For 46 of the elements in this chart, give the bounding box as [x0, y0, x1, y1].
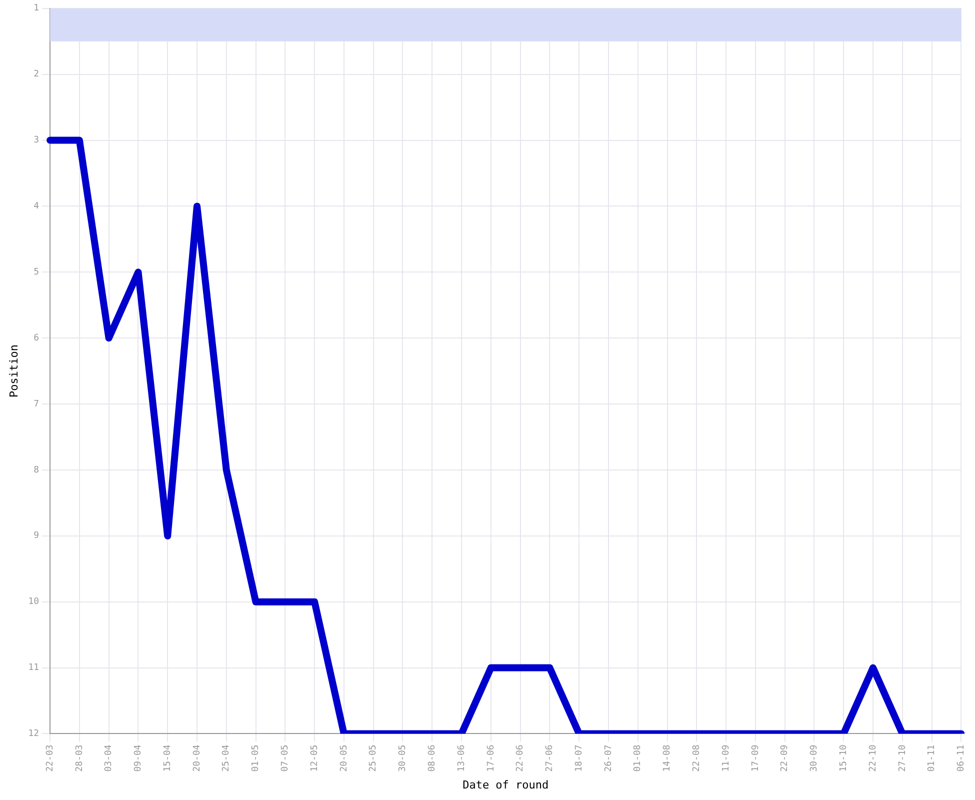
y-tick-label: 6: [34, 333, 40, 344]
y-tick-label: 5: [34, 267, 40, 278]
x-tick-label: 30-09: [810, 744, 820, 772]
x-tick-label: 06-11: [956, 744, 967, 772]
x-tick-label: 17-06: [486, 744, 496, 772]
x-tick-label: 15-04: [162, 744, 173, 772]
x-tick-label: 07-05: [280, 744, 291, 772]
x-tick-label: 01-08: [633, 744, 644, 772]
x-tick-label: 22-08: [692, 744, 702, 772]
y-axis-title: Position: [7, 344, 20, 398]
y-tick-label: 11: [28, 663, 40, 674]
x-tick-label: 18-07: [574, 744, 584, 772]
x-tick-label: 22-03: [45, 744, 56, 772]
x-tick-label: 20-05: [339, 744, 350, 772]
y-tick-label: 9: [34, 531, 40, 542]
x-tick-label: 25-05: [368, 744, 379, 772]
x-tick-label: 30-05: [398, 744, 408, 772]
x-tick-label: 15-10: [838, 744, 849, 772]
y-tick-label: 2: [34, 70, 40, 80]
x-tick-label: 11-09: [721, 744, 732, 772]
x-tick-label: 13-06: [456, 744, 467, 772]
x-tick-label: 22-09: [780, 744, 790, 772]
x-tick-label: 20-04: [192, 744, 202, 772]
y-tick-label: 10: [28, 597, 40, 608]
x-tick-label: 09-04: [134, 744, 144, 772]
x-tick-label: 01-11: [927, 744, 938, 772]
x-axis-title: Date of round: [462, 778, 549, 792]
x-tick-label: 27-06: [545, 744, 556, 772]
x-tick-label: 27-10: [898, 744, 908, 772]
x-tick-label: 25-04: [222, 744, 232, 772]
x-tick-label: 22-06: [516, 744, 526, 772]
y-tick-label: 4: [34, 202, 40, 212]
x-tick-label: 26-07: [604, 744, 614, 772]
y-tick-label: 8: [34, 465, 40, 476]
x-tick-label: 12-05: [310, 744, 320, 772]
x-tick-label: 08-06: [427, 744, 438, 772]
y-tick-label: 3: [34, 136, 40, 146]
x-tick-label: 14-08: [662, 744, 673, 772]
y-tick-label: 12: [28, 729, 40, 740]
y-tick-label: 7: [34, 399, 40, 410]
x-tick-label: 03-04: [104, 744, 114, 772]
x-tick-label: 01-05: [251, 744, 262, 772]
y-tick-label: 1: [34, 4, 40, 14]
x-tick-label: 22-10: [868, 744, 878, 772]
x-tick-label: 28-03: [74, 744, 85, 772]
x-tick-label: 17-09: [750, 744, 761, 772]
